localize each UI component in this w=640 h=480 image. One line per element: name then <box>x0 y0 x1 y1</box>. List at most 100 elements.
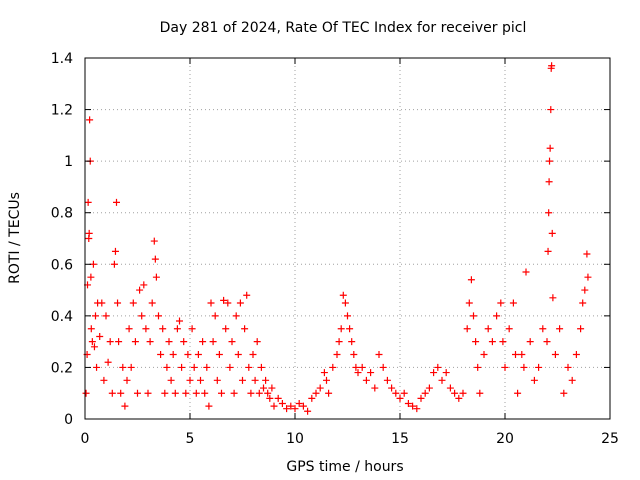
data-point <box>186 376 194 384</box>
data-point <box>113 198 120 206</box>
data-point <box>148 299 156 307</box>
data-point <box>190 363 198 371</box>
data-point <box>341 299 349 307</box>
data-point <box>114 299 122 307</box>
axis-ticks: 0 5 10 15 20 25 0 0.2 0.4 0.6 0.8 1 1.2 1.4 <box>51 51 619 447</box>
data-point <box>169 351 177 359</box>
data-point <box>215 351 223 359</box>
data-point <box>88 338 96 346</box>
data-point <box>581 286 589 294</box>
data-point <box>251 376 259 384</box>
y-tick-label: 0 <box>64 412 73 428</box>
data-point <box>115 338 123 346</box>
data-point <box>577 325 585 333</box>
data-point <box>560 389 568 397</box>
x-tick-label: 25 <box>601 431 619 447</box>
data-point <box>243 291 251 299</box>
data-point <box>152 273 160 281</box>
chart-title: Day 281 of 2024, Rate Of TEC Index for r… <box>160 20 527 36</box>
data-point <box>226 363 234 371</box>
data-point <box>522 268 530 276</box>
data-point <box>123 376 131 384</box>
data-point <box>337 325 345 333</box>
data-point <box>92 312 99 320</box>
data-point <box>549 294 557 302</box>
data-point <box>539 325 547 333</box>
data-point <box>400 389 408 397</box>
y-tick-label: 0.4 <box>51 309 73 325</box>
data-point <box>86 116 94 124</box>
data-point <box>163 363 171 371</box>
data-point <box>96 332 104 340</box>
data-point <box>383 376 391 384</box>
data-point <box>144 389 152 397</box>
plot-frame <box>84 57 611 420</box>
data-point <box>82 389 90 397</box>
data-point <box>379 363 387 371</box>
data-point <box>171 389 179 397</box>
data-point <box>102 312 110 320</box>
data-point <box>346 325 354 333</box>
data-point <box>188 325 196 333</box>
data-point <box>211 312 219 320</box>
data-point <box>518 351 526 359</box>
y-tick-label: 1 <box>64 154 73 170</box>
data-point <box>182 389 190 397</box>
data-point <box>480 351 488 359</box>
data-point <box>520 363 528 371</box>
data-point <box>295 400 303 408</box>
data-point <box>526 338 534 346</box>
data-point <box>396 394 404 402</box>
data-point <box>104 358 112 366</box>
data-point <box>430 369 438 377</box>
data-point <box>262 376 270 384</box>
data-point <box>98 299 106 307</box>
data-point <box>417 394 425 402</box>
data-point <box>579 299 587 307</box>
data-point <box>371 384 379 392</box>
data-point <box>249 351 257 359</box>
data-point <box>127 363 135 371</box>
data-point <box>100 376 108 384</box>
data-point <box>352 363 360 371</box>
data-point <box>505 325 513 333</box>
data-point <box>568 376 576 384</box>
data-point <box>388 384 396 392</box>
data-point <box>543 338 551 346</box>
data-point <box>470 312 477 320</box>
data-point <box>476 389 484 397</box>
data-point <box>119 363 127 371</box>
data-point <box>87 273 95 281</box>
grid <box>85 58 610 419</box>
data-point <box>421 389 429 397</box>
data-point <box>111 247 119 255</box>
data-point <box>178 363 186 371</box>
data-point <box>234 351 242 359</box>
data-point <box>89 260 97 268</box>
data-point <box>106 338 114 346</box>
data-point <box>268 384 276 392</box>
data-point <box>358 363 366 371</box>
data-point <box>264 389 272 397</box>
data-point <box>320 369 328 377</box>
data-point <box>134 389 141 397</box>
data-point <box>584 273 592 281</box>
data-point <box>138 312 146 320</box>
data-point <box>472 338 480 346</box>
y-tick-label: 1.2 <box>51 103 73 119</box>
data-point <box>413 405 421 413</box>
data-point <box>545 209 553 217</box>
data-point <box>129 299 137 307</box>
data-point <box>247 389 255 397</box>
x-tick-label: 20 <box>496 431 514 447</box>
data-point <box>266 394 274 402</box>
data-point <box>499 338 507 346</box>
data-point <box>199 338 207 346</box>
data-point <box>465 299 473 307</box>
data-point <box>425 384 433 392</box>
data-point <box>350 351 358 359</box>
data-point <box>192 389 200 397</box>
data-point <box>220 296 228 304</box>
data-point <box>142 325 150 333</box>
data-point <box>184 351 192 359</box>
